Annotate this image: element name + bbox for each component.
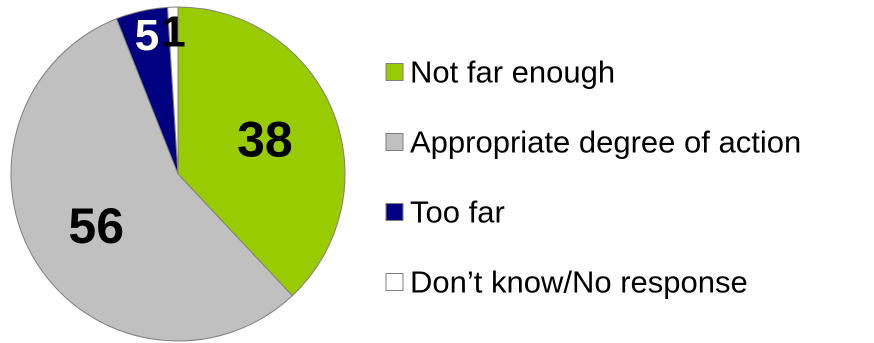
legend-swatch: [385, 273, 404, 291]
legend-label: Appropriate degree of action: [410, 125, 801, 160]
legend-item-appropriate-degree-of-action: Appropriate degree of action: [385, 125, 801, 160]
legend-swatch: [385, 63, 404, 81]
data-label-not-far-enough: 38: [237, 112, 293, 168]
pie-slice-don-t-know-no-response: [166, 6, 179, 175]
legend-label: Too far: [410, 195, 505, 230]
legend-swatch: [385, 133, 404, 151]
legend-item-not-far-enough: Not far enough: [385, 55, 615, 90]
legend-swatch: [385, 203, 404, 221]
legend-item-don-t-know-no-response: Don’t know/No response: [385, 265, 748, 300]
pie-slice-not-far-enough: [177, 6, 346, 297]
legend-item-too-far: Too far: [385, 195, 505, 230]
pie-data-labels: 38 56 5 1: [68, 8, 292, 254]
pie-slices: [10, 6, 346, 342]
legend-label: Not far enough: [410, 55, 615, 90]
data-label-appropriate-degree-of-action: 56: [68, 198, 124, 254]
pie-slice-appropriate-degree-of-action: [10, 18, 294, 342]
data-label-too-far: 5: [135, 11, 159, 60]
legend-label: Don’t know/No response: [410, 265, 748, 300]
legend: Not far enough Appropriate degree of acti…: [385, 55, 801, 300]
data-label-don-t-know-no-response: 1: [161, 8, 185, 57]
